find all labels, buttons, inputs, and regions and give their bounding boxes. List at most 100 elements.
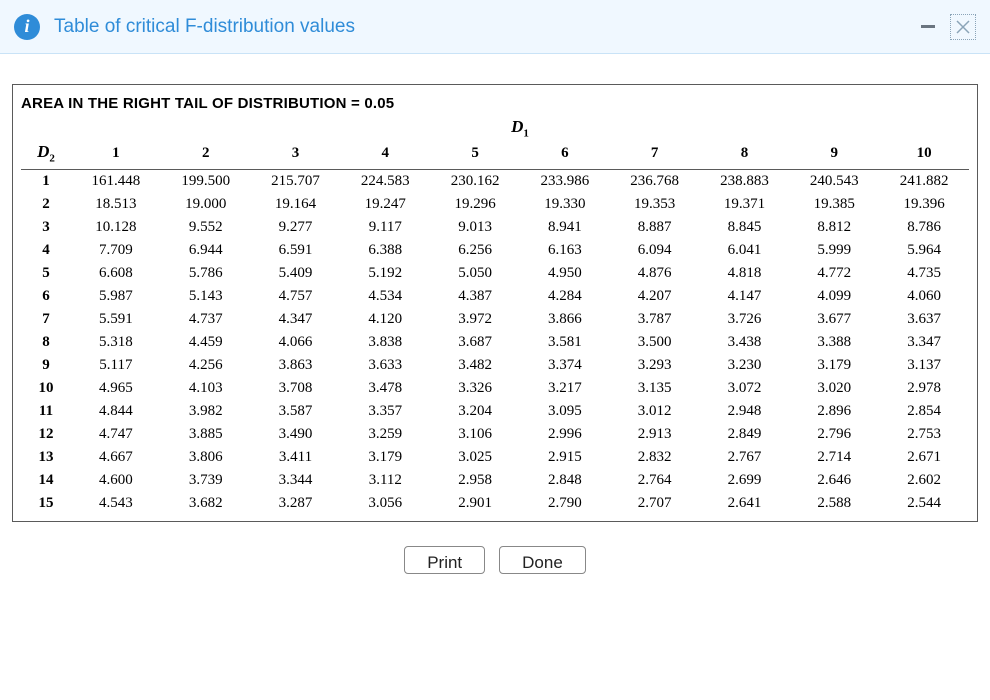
table-cell: 4.667: [71, 446, 161, 469]
table-cell: 2.641: [700, 492, 790, 515]
table-cell: 19.296: [430, 193, 520, 216]
close-button[interactable]: [950, 14, 976, 40]
table-cell: 3.056: [340, 492, 430, 515]
table-cell: 10.128: [71, 216, 161, 239]
table-cell: 240.543: [789, 169, 879, 193]
table-cell: 3.478: [340, 377, 430, 400]
table-cell: 6.163: [520, 239, 610, 262]
table-cell: 3.482: [430, 354, 520, 377]
table-cell: 230.162: [430, 169, 520, 193]
table-row: 104.9654.1033.7083.4783.3263.2173.1353.0…: [21, 377, 969, 400]
table-cell: 9.013: [430, 216, 520, 239]
table-row: 1161.448199.500215.707224.583230.162233.…: [21, 169, 969, 193]
table-cell: 2.671: [879, 446, 969, 469]
table-cell: 2.996: [520, 423, 610, 446]
table-cell: 4.772: [789, 262, 879, 285]
table-cell: 4.459: [161, 331, 251, 354]
table-cell: 236.768: [610, 169, 700, 193]
table-cell: 199.500: [161, 169, 251, 193]
table-cell: 3.806: [161, 446, 251, 469]
table-cell: 3.500: [610, 331, 700, 354]
row-label: 2: [21, 193, 71, 216]
table-cell: 2.978: [879, 377, 969, 400]
row-label: 4: [21, 239, 71, 262]
table-cell: 3.490: [251, 423, 341, 446]
table-cell: 4.965: [71, 377, 161, 400]
table-cell: 2.896: [789, 400, 879, 423]
done-button[interactable]: Done: [499, 546, 586, 574]
close-icon: [955, 19, 971, 35]
table-cell: 4.543: [71, 492, 161, 515]
table-cell: 2.796: [789, 423, 879, 446]
table-cell: 3.293: [610, 354, 700, 377]
table-cell: 4.950: [520, 262, 610, 285]
row-label: 11: [21, 400, 71, 423]
table-cell: 241.882: [879, 169, 969, 193]
table-cell: 2.849: [700, 423, 790, 446]
table-cell: 5.591: [71, 308, 161, 331]
table-cell: 5.786: [161, 262, 251, 285]
table-cell: 6.591: [251, 239, 341, 262]
table-cell: 6.256: [430, 239, 520, 262]
table-cell: 233.986: [520, 169, 610, 193]
table-cell: 5.318: [71, 331, 161, 354]
table-cell: 5.999: [789, 239, 879, 262]
window-controls: [918, 14, 976, 40]
table-cell: 19.330: [520, 193, 610, 216]
dialog-title: Table of critical F-distribution values: [54, 16, 918, 38]
table-cell: 4.256: [161, 354, 251, 377]
table-cell: 9.277: [251, 216, 341, 239]
row-label: 9: [21, 354, 71, 377]
table-cell: 4.876: [610, 262, 700, 285]
table-cell: 161.448: [71, 169, 161, 193]
row-label: 5: [21, 262, 71, 285]
table-cell: 19.164: [251, 193, 341, 216]
minimize-button[interactable]: [918, 17, 938, 37]
row-label: 8: [21, 331, 71, 354]
row-label: 15: [21, 492, 71, 515]
table-cell: 2.854: [879, 400, 969, 423]
table-cell: 3.025: [430, 446, 520, 469]
column-header: 9: [789, 139, 879, 169]
table-cell: 2.714: [789, 446, 879, 469]
table-cell: 3.581: [520, 331, 610, 354]
table-cell: 4.099: [789, 285, 879, 308]
d2-label: D2: [37, 142, 55, 161]
table-cell: 2.588: [789, 492, 879, 515]
table-cell: 6.388: [340, 239, 430, 262]
column-header: 8: [700, 139, 790, 169]
table-cell: 238.883: [700, 169, 790, 193]
table-cell: 2.767: [700, 446, 790, 469]
table-cell: 7.709: [71, 239, 161, 262]
table-cell: 8.887: [610, 216, 700, 239]
table-cell: 8.941: [520, 216, 610, 239]
table-cell: 2.913: [610, 423, 700, 446]
table-cell: 4.347: [251, 308, 341, 331]
column-header: 1: [71, 139, 161, 169]
table-cell: 3.838: [340, 331, 430, 354]
title-bar: i Table of critical F-distribution value…: [0, 0, 990, 54]
table-cell: 2.901: [430, 492, 520, 515]
print-button[interactable]: Print: [404, 546, 485, 574]
table-cell: 2.832: [610, 446, 700, 469]
table-cell: 2.915: [520, 446, 610, 469]
table-cell: 3.347: [879, 331, 969, 354]
d1-label: D1: [21, 118, 969, 139]
table-cell: 3.135: [610, 377, 700, 400]
table-cell: 5.409: [251, 262, 341, 285]
table-cell: 3.687: [430, 331, 520, 354]
table-cell: 8.786: [879, 216, 969, 239]
table-cell: 19.247: [340, 193, 430, 216]
table-cell: 3.863: [251, 354, 341, 377]
table-cell: 3.708: [251, 377, 341, 400]
table-cell: 4.600: [71, 469, 161, 492]
table-cell: 4.147: [700, 285, 790, 308]
footer-buttons: Print Done: [12, 546, 978, 574]
table-cell: 4.534: [340, 285, 430, 308]
row-label: 1: [21, 169, 71, 193]
table-cell: 3.106: [430, 423, 520, 446]
table-cell: 6.094: [610, 239, 700, 262]
table-cell: 5.117: [71, 354, 161, 377]
table-cell: 8.812: [789, 216, 879, 239]
f-distribution-table: D2123456789101161.448199.500215.707224.5…: [21, 139, 969, 514]
